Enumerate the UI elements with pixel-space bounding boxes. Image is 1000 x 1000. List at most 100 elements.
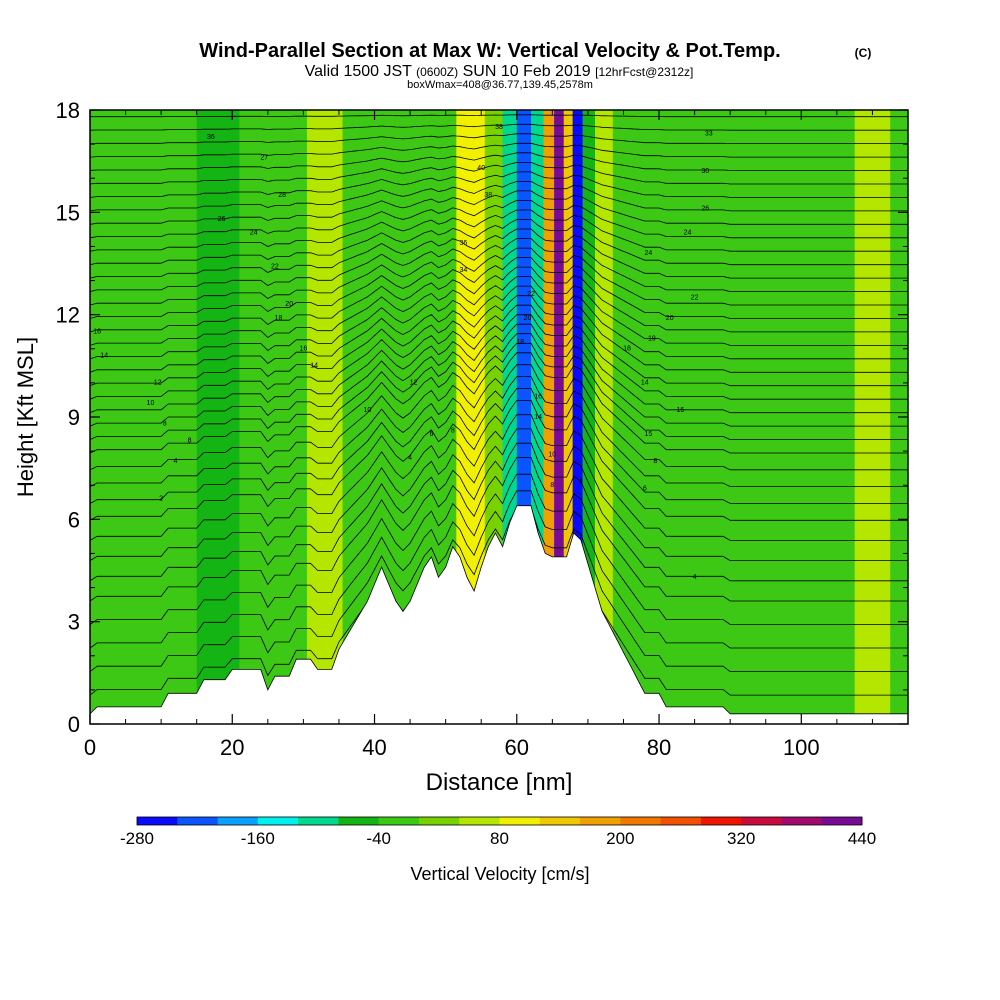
isentrope-line [90,247,908,306]
isentrope-label: 16 [300,346,308,353]
isentrope-line [90,388,908,504]
isentrope-label: 6 [429,431,433,438]
velocity-column [196,110,240,724]
velocity-column [111,110,155,724]
isentrope-label: 22 [691,294,699,301]
isentrope-line [90,323,908,414]
isentrope-label: 14 [100,352,108,359]
isentrope-line [90,295,908,373]
colorbar-swatch [137,817,178,825]
y-tick-label: 15 [56,200,80,225]
isentrope-label: 38 [484,192,492,199]
colorbar-swatch [459,817,500,825]
velocity-column [747,110,785,724]
colorbar-swatch [539,817,581,825]
isentrope-label: 4 [579,479,583,486]
isentrope-line [90,171,908,198]
colorbar-swatch [298,817,339,825]
isentrope-label: 27 [260,155,268,162]
x-axis: 0 20 40 60 80 100 [84,110,909,760]
isentrope-line [90,133,908,144]
terrain [90,505,908,724]
isentrope-label: 8 [163,421,167,428]
isentrope-line [90,142,908,158]
x-tick-label: 80 [647,735,671,760]
isentrope-line [90,376,908,487]
colorbar-tick-label: -160 [241,829,275,848]
isentrope-label: 8 [188,438,192,445]
colorbar-swatch [338,817,380,825]
isentrope-line [90,342,908,440]
isentrope-label: 22 [271,264,279,271]
y-tick-label: 12 [56,303,80,328]
velocity-column [819,110,856,724]
subtitle-date: SUN 10 Feb 2019 [463,63,591,80]
y-tick-label: 3 [68,610,80,635]
isentrope-label: 26 [218,216,226,223]
subtitle-box-info: boxWmax=408@36.77,139.45,2578m [407,79,593,91]
isentrope-label: 10 [548,451,556,458]
isentrope-label: 10 [364,407,372,414]
isentrope-label: 24 [684,230,692,237]
colorbar-swatch [700,817,742,825]
isentrope-line [90,276,908,346]
velocity-column [572,110,584,724]
isentrope-label: 4 [173,458,177,465]
colorbar-swatch [217,817,259,825]
velocity-column [712,110,749,724]
isentrope-line [90,304,908,387]
isentrope-label: 26 [701,206,709,213]
colorbar-swatch [257,817,299,825]
velocity-column [563,110,574,724]
isentrope-label: 18 [516,339,524,346]
isentrope-line [90,181,908,212]
x-axis-label: Distance [nm] [426,769,573,796]
colorbar-tick-label: 320 [727,829,755,848]
isentrope-line [90,114,908,118]
isentrope-label: 18 [275,315,283,322]
isentrope-label: 40 [477,165,485,172]
colorbar-swatch [378,817,420,825]
velocity-column [612,110,642,724]
colorbar-swatch [499,817,541,825]
colorbar-swatch [177,817,218,825]
isentrope-line [90,257,908,319]
colorbar-tick-label: -280 [120,829,154,848]
isentrope-label: 33 [705,131,713,138]
isentrope-label: 14 [310,363,318,370]
isentrope-label: 36 [207,134,215,141]
isentrope-label: 4 [408,455,412,462]
y-axis-label: Height [Kft MSL] [13,337,38,497]
isentrope-label: 28 [278,192,286,199]
subtitle-forecast: [12hrFcst@2312z] [595,65,693,79]
x-tick-label: 100 [783,735,820,760]
isentrope-label: 36 [460,240,468,247]
colorbar-swatch [781,817,823,825]
isentrope-label: 4 [693,574,697,581]
isentrope-label: 12 [154,380,162,387]
isentrope-label: 14 [534,414,542,421]
y-tick-label: 18 [56,98,80,123]
isentrope-label: 38 [495,124,503,131]
isentrope-label: 24 [250,230,258,237]
isentrope-line [90,200,908,239]
isentrope-line [90,219,908,266]
colorbar-swatch [620,817,662,825]
isentrope-label: 20 [524,315,532,322]
isentrope-label: 22 [527,291,535,298]
isentrope-line [90,123,908,131]
isentrope-label: 12 [410,380,418,387]
isentrope-label: 19 [648,335,656,342]
x-tick-label: 20 [220,735,244,760]
velocity-column [239,110,276,724]
velocity-column [676,110,713,724]
isentrope-line [90,285,908,360]
colorbar-swatch [418,817,460,825]
isentrope-label: 34 [460,267,468,274]
velocity-column [783,110,820,724]
isentrope-label: 24 [645,250,653,257]
colorbar-swatch [580,817,621,825]
isentrope-line [90,209,908,252]
